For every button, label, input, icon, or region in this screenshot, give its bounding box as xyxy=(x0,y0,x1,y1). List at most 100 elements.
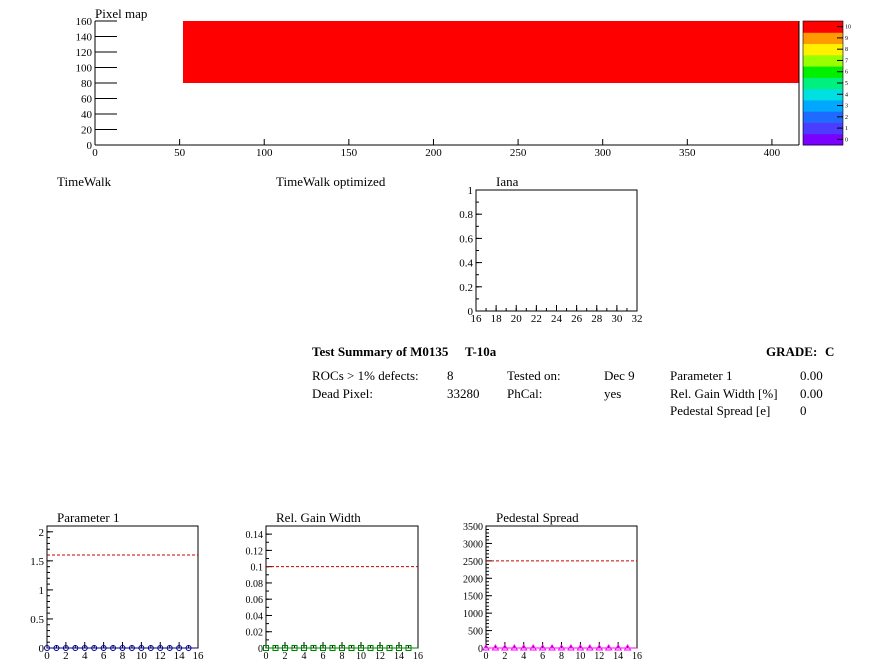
x-tick-label: 250 xyxy=(510,147,527,159)
x-tick-label: 50 xyxy=(174,147,186,159)
x-tick-label: 300 xyxy=(594,147,611,159)
pixel-map-filled-region xyxy=(183,21,799,83)
y-tick-label: 40 xyxy=(81,109,93,121)
palette-band xyxy=(803,88,843,101)
plot-frame xyxy=(475,189,638,312)
summary-value-gainwidth: 0.00 xyxy=(800,386,823,401)
y-tick-label: 0.08 xyxy=(246,579,264,590)
y-tick-label: 500 xyxy=(468,627,483,638)
y-tick-label: 0 xyxy=(478,644,483,655)
y-tick-label: 0.6 xyxy=(459,233,473,245)
y-tick-label: 160 xyxy=(76,16,93,28)
summary-value-pedestal: 0 xyxy=(800,403,807,418)
iana-chart: 16 18 20 22 24 26 28 30 32 0 0.2 0.4 0.6 0.8 1 Iana xyxy=(459,174,642,325)
grade-value: C xyxy=(825,344,835,359)
timewalk-title: TimeWalk xyxy=(57,174,112,189)
x-tick-label: 100 xyxy=(256,147,273,159)
x-tick-label: 8 xyxy=(120,650,126,662)
y-tick-label: 0.04 xyxy=(246,611,264,622)
timewalk-optimized-title: TimeWalk optimized xyxy=(276,174,386,189)
x-tick-label: 0 xyxy=(264,651,269,662)
y-tick-label: 3000 xyxy=(463,539,483,550)
x-tick-label: 16 xyxy=(413,651,423,662)
x-tick-label: 26 xyxy=(571,313,583,325)
x-tick-label: 8 xyxy=(340,651,345,662)
palette-tick-label: 9 xyxy=(845,36,848,42)
palette-band xyxy=(803,32,843,45)
y-tick-label: 80 xyxy=(81,78,93,90)
summary-label-dead: Dead Pixel: xyxy=(312,386,374,401)
x-tick-label: 14 xyxy=(394,651,404,662)
x-tick-label: 10 xyxy=(356,651,366,662)
palette-tick-label: 7 xyxy=(845,58,848,64)
palette-band xyxy=(803,54,843,67)
x-tick-label: 32 xyxy=(632,313,643,325)
y-tick-label: 120 xyxy=(76,47,93,59)
summary-label-param1: Parameter 1 xyxy=(670,368,733,383)
y-tick-label: 1 xyxy=(39,585,45,597)
x-tick-label: 6 xyxy=(321,651,326,662)
palette-band xyxy=(803,99,843,112)
y-tick-label: 20 xyxy=(81,125,93,137)
palette-tick-label: 0 xyxy=(845,137,848,143)
gainwidth-title: Rel. Gain Width xyxy=(276,510,361,525)
x-tick-label: 400 xyxy=(764,147,781,159)
x-tick-label: 28 xyxy=(591,313,603,325)
x-tick-label: 0 xyxy=(44,650,50,662)
y-tick-label: 2500 xyxy=(463,557,483,568)
summary-value-dead: 33280 xyxy=(447,386,480,401)
palette-tick-label: 10 xyxy=(845,25,851,31)
palette-tick-label: 2 xyxy=(845,115,848,121)
pixel-map-chart: 0 50 100 150 200 250 300 350 4000204060801001201… xyxy=(76,6,852,159)
x-tick-label: 2 xyxy=(63,650,69,662)
x-tick-label: 20 xyxy=(511,313,523,325)
summary-value-tested: Dec 9 xyxy=(604,368,635,383)
x-tick-label: 2 xyxy=(502,651,507,662)
x-tick-label: 0 xyxy=(92,147,98,159)
x-tick-label: 4 xyxy=(521,651,526,662)
palette-tick-label: 6 xyxy=(845,70,848,76)
palette-tick-label: 1 xyxy=(845,126,848,132)
y-tick-label: 0.4 xyxy=(459,258,473,270)
palette-tick-label: 5 xyxy=(845,81,848,87)
palette-band xyxy=(803,43,843,56)
y-tick-label: 1.5 xyxy=(30,556,44,568)
summary-value-phcal: yes xyxy=(604,386,622,401)
y-tick-label: 0 xyxy=(39,643,45,655)
plot-frame xyxy=(46,525,199,649)
summary-label-rocs: ROCs > 1% defects: xyxy=(312,368,419,383)
y-tick-label: 0.2 xyxy=(459,282,473,294)
palette-tick-label: 4 xyxy=(845,92,848,98)
y-tick-label: 1500 xyxy=(463,592,483,603)
gainwidth-chart: 0 2 4 6 8 10 12 14 16 0 0.02 0.04 0.06 0.08 0.1 0.12 0.1… xyxy=(246,510,424,662)
x-tick-label: 6 xyxy=(101,650,107,662)
param1-title: Parameter 1 xyxy=(57,510,119,525)
x-tick-label: 16 xyxy=(193,650,205,662)
x-tick-label: 0 xyxy=(484,651,489,662)
x-tick-label: 14 xyxy=(613,651,623,662)
y-tick-label: 3500 xyxy=(463,522,483,533)
palette-band xyxy=(803,122,843,135)
y-tick-label: 1000 xyxy=(463,609,483,620)
summary-title: Test Summary of M0135 xyxy=(312,344,449,359)
iana-title: Iana xyxy=(496,174,519,189)
palette-band xyxy=(803,133,843,146)
summary-label-gainwidth: Rel. Gain Width [%] xyxy=(670,386,778,401)
x-tick-label: 12 xyxy=(375,651,385,662)
y-tick-label: 0.12 xyxy=(246,546,264,557)
palette-tick-label: 8 xyxy=(845,47,848,53)
summary-label-tested: Tested on: xyxy=(507,368,561,383)
x-tick-label: 2 xyxy=(283,651,288,662)
y-tick-label: 0.02 xyxy=(246,628,264,639)
palette-band xyxy=(803,77,843,90)
x-tick-label: 200 xyxy=(425,147,442,159)
y-tick-label: 60 xyxy=(81,94,93,106)
param1-chart: 0 2 4 6 8 10 12 14 16 0 0.5 1 1.5 2 Parameter 1 xyxy=(30,510,204,662)
pedestal-chart: 0 2 4 6 8 10 12 14 16 0 500 1000 1500 2000 2500 3000 350… xyxy=(463,510,642,662)
x-tick-label: 10 xyxy=(575,651,585,662)
x-tick-label: 22 xyxy=(531,313,542,325)
palette-band xyxy=(803,21,843,33)
x-tick-label: 16 xyxy=(471,313,483,325)
y-tick-label: 140 xyxy=(76,32,93,44)
y-tick-label: 0.1 xyxy=(251,563,264,574)
